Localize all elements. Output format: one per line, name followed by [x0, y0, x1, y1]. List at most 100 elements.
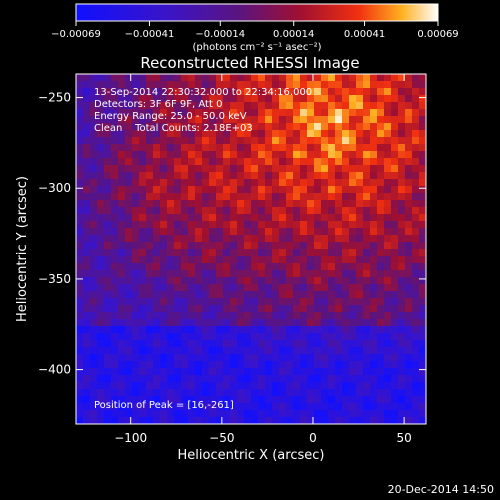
heatmap-cell [286, 228, 294, 236]
heatmap-cell [398, 158, 406, 166]
heatmap-cell [419, 179, 427, 187]
heatmap-cell [335, 354, 343, 362]
heatmap-cell [90, 228, 98, 236]
heatmap-cell [251, 123, 259, 131]
heatmap-cell [125, 305, 133, 313]
heatmap-cell [307, 172, 315, 180]
heatmap-cell [349, 403, 357, 411]
heatmap-cell [265, 116, 273, 124]
heatmap-cell [272, 382, 280, 390]
heatmap-cell [342, 242, 350, 250]
heatmap-cell [279, 179, 287, 187]
heatmap-cell [377, 249, 385, 257]
heatmap-cell [398, 382, 406, 390]
heatmap-cell [307, 312, 315, 320]
heatmap-cell [146, 298, 154, 306]
heatmap-cell [405, 207, 413, 215]
heatmap-cell [335, 389, 343, 397]
heatmap-cell [174, 235, 182, 243]
heatmap-cell [153, 200, 161, 208]
heatmap-cell [251, 242, 259, 250]
heatmap-cell [111, 319, 119, 327]
heatmap-cell [377, 354, 385, 362]
heatmap-cell [230, 256, 238, 264]
heatmap-cell [181, 95, 189, 103]
heatmap-cell [286, 165, 294, 173]
heatmap-cell [139, 74, 147, 82]
heatmap-cell [265, 151, 273, 159]
heatmap-cell [391, 298, 399, 306]
heatmap-cell [160, 151, 168, 159]
heatmap-cell [76, 95, 84, 103]
heatmap-cell [83, 298, 91, 306]
heatmap-cell [237, 340, 245, 348]
heatmap-cell [223, 277, 231, 285]
heatmap-cell [265, 88, 273, 96]
heatmap-cell [342, 263, 350, 271]
heatmap-cell [160, 263, 168, 271]
heatmap-cell [174, 319, 182, 327]
heatmap-cell [195, 179, 203, 187]
heatmap-cell [125, 214, 133, 222]
heatmap-cell [300, 200, 308, 208]
heatmap-cell [307, 179, 315, 187]
heatmap-cell [342, 326, 350, 334]
heatmap-cell [237, 242, 245, 250]
heatmap-cell [230, 354, 238, 362]
heatmap-cell [335, 95, 343, 103]
heatmap-cell [118, 186, 126, 194]
heatmap-cell [216, 326, 224, 334]
heatmap-cell [419, 221, 427, 229]
heatmap-cell [314, 298, 322, 306]
heatmap-cell [223, 298, 231, 306]
heatmap-cell [328, 151, 336, 159]
heatmap-cell [153, 256, 161, 264]
heatmap-cell [83, 361, 91, 369]
heatmap-cell [384, 144, 392, 152]
heatmap-cell [370, 263, 378, 271]
heatmap-cell [286, 326, 294, 334]
heatmap-cell [76, 256, 84, 264]
heatmap-cell [370, 270, 378, 278]
heatmap-cell [384, 389, 392, 397]
heatmap-cell [104, 207, 112, 215]
heatmap-cell [118, 109, 126, 117]
heatmap-cell [405, 263, 413, 271]
heatmap-cell [146, 172, 154, 180]
heatmap-cell [279, 81, 287, 89]
heatmap-cell [377, 340, 385, 348]
heatmap-cell [314, 340, 322, 348]
heatmap-cell [391, 347, 399, 355]
heatmap-cell [125, 263, 133, 271]
heatmap-cell [160, 284, 168, 292]
heatmap-cell [384, 74, 392, 82]
heatmap-cell [97, 214, 105, 222]
heatmap-cell [293, 382, 301, 390]
heatmap-cell [90, 382, 98, 390]
heatmap-cell [405, 221, 413, 229]
heatmap-cell [244, 291, 252, 299]
heatmap-cell [356, 123, 364, 131]
heatmap-cell [307, 417, 315, 425]
heatmap-cell [300, 130, 308, 138]
heatmap-cell [223, 179, 231, 187]
heatmap-cell [76, 102, 84, 110]
heatmap-cell [342, 74, 350, 82]
heatmap-cell [328, 102, 336, 110]
heatmap-cell [314, 382, 322, 390]
heatmap-cell [293, 144, 301, 152]
heatmap-cell [300, 361, 308, 369]
observation-annotations: 13-Sep-2014 22:30:32.000 to 22:34:16.000… [94, 87, 312, 411]
heatmap-cell [174, 326, 182, 334]
heatmap-cell [342, 410, 350, 418]
heatmap-cell [132, 403, 140, 411]
heatmap-cell [328, 228, 336, 236]
heatmap-cell [398, 361, 406, 369]
heatmap-cell [314, 333, 322, 341]
heatmap-cell [293, 305, 301, 313]
colorbar-tick-label: 0.00069 [417, 29, 458, 40]
heatmap-cell [293, 151, 301, 159]
heatmap-cell [104, 312, 112, 320]
heatmap-cell [216, 151, 224, 159]
heatmap-cell [398, 137, 406, 145]
